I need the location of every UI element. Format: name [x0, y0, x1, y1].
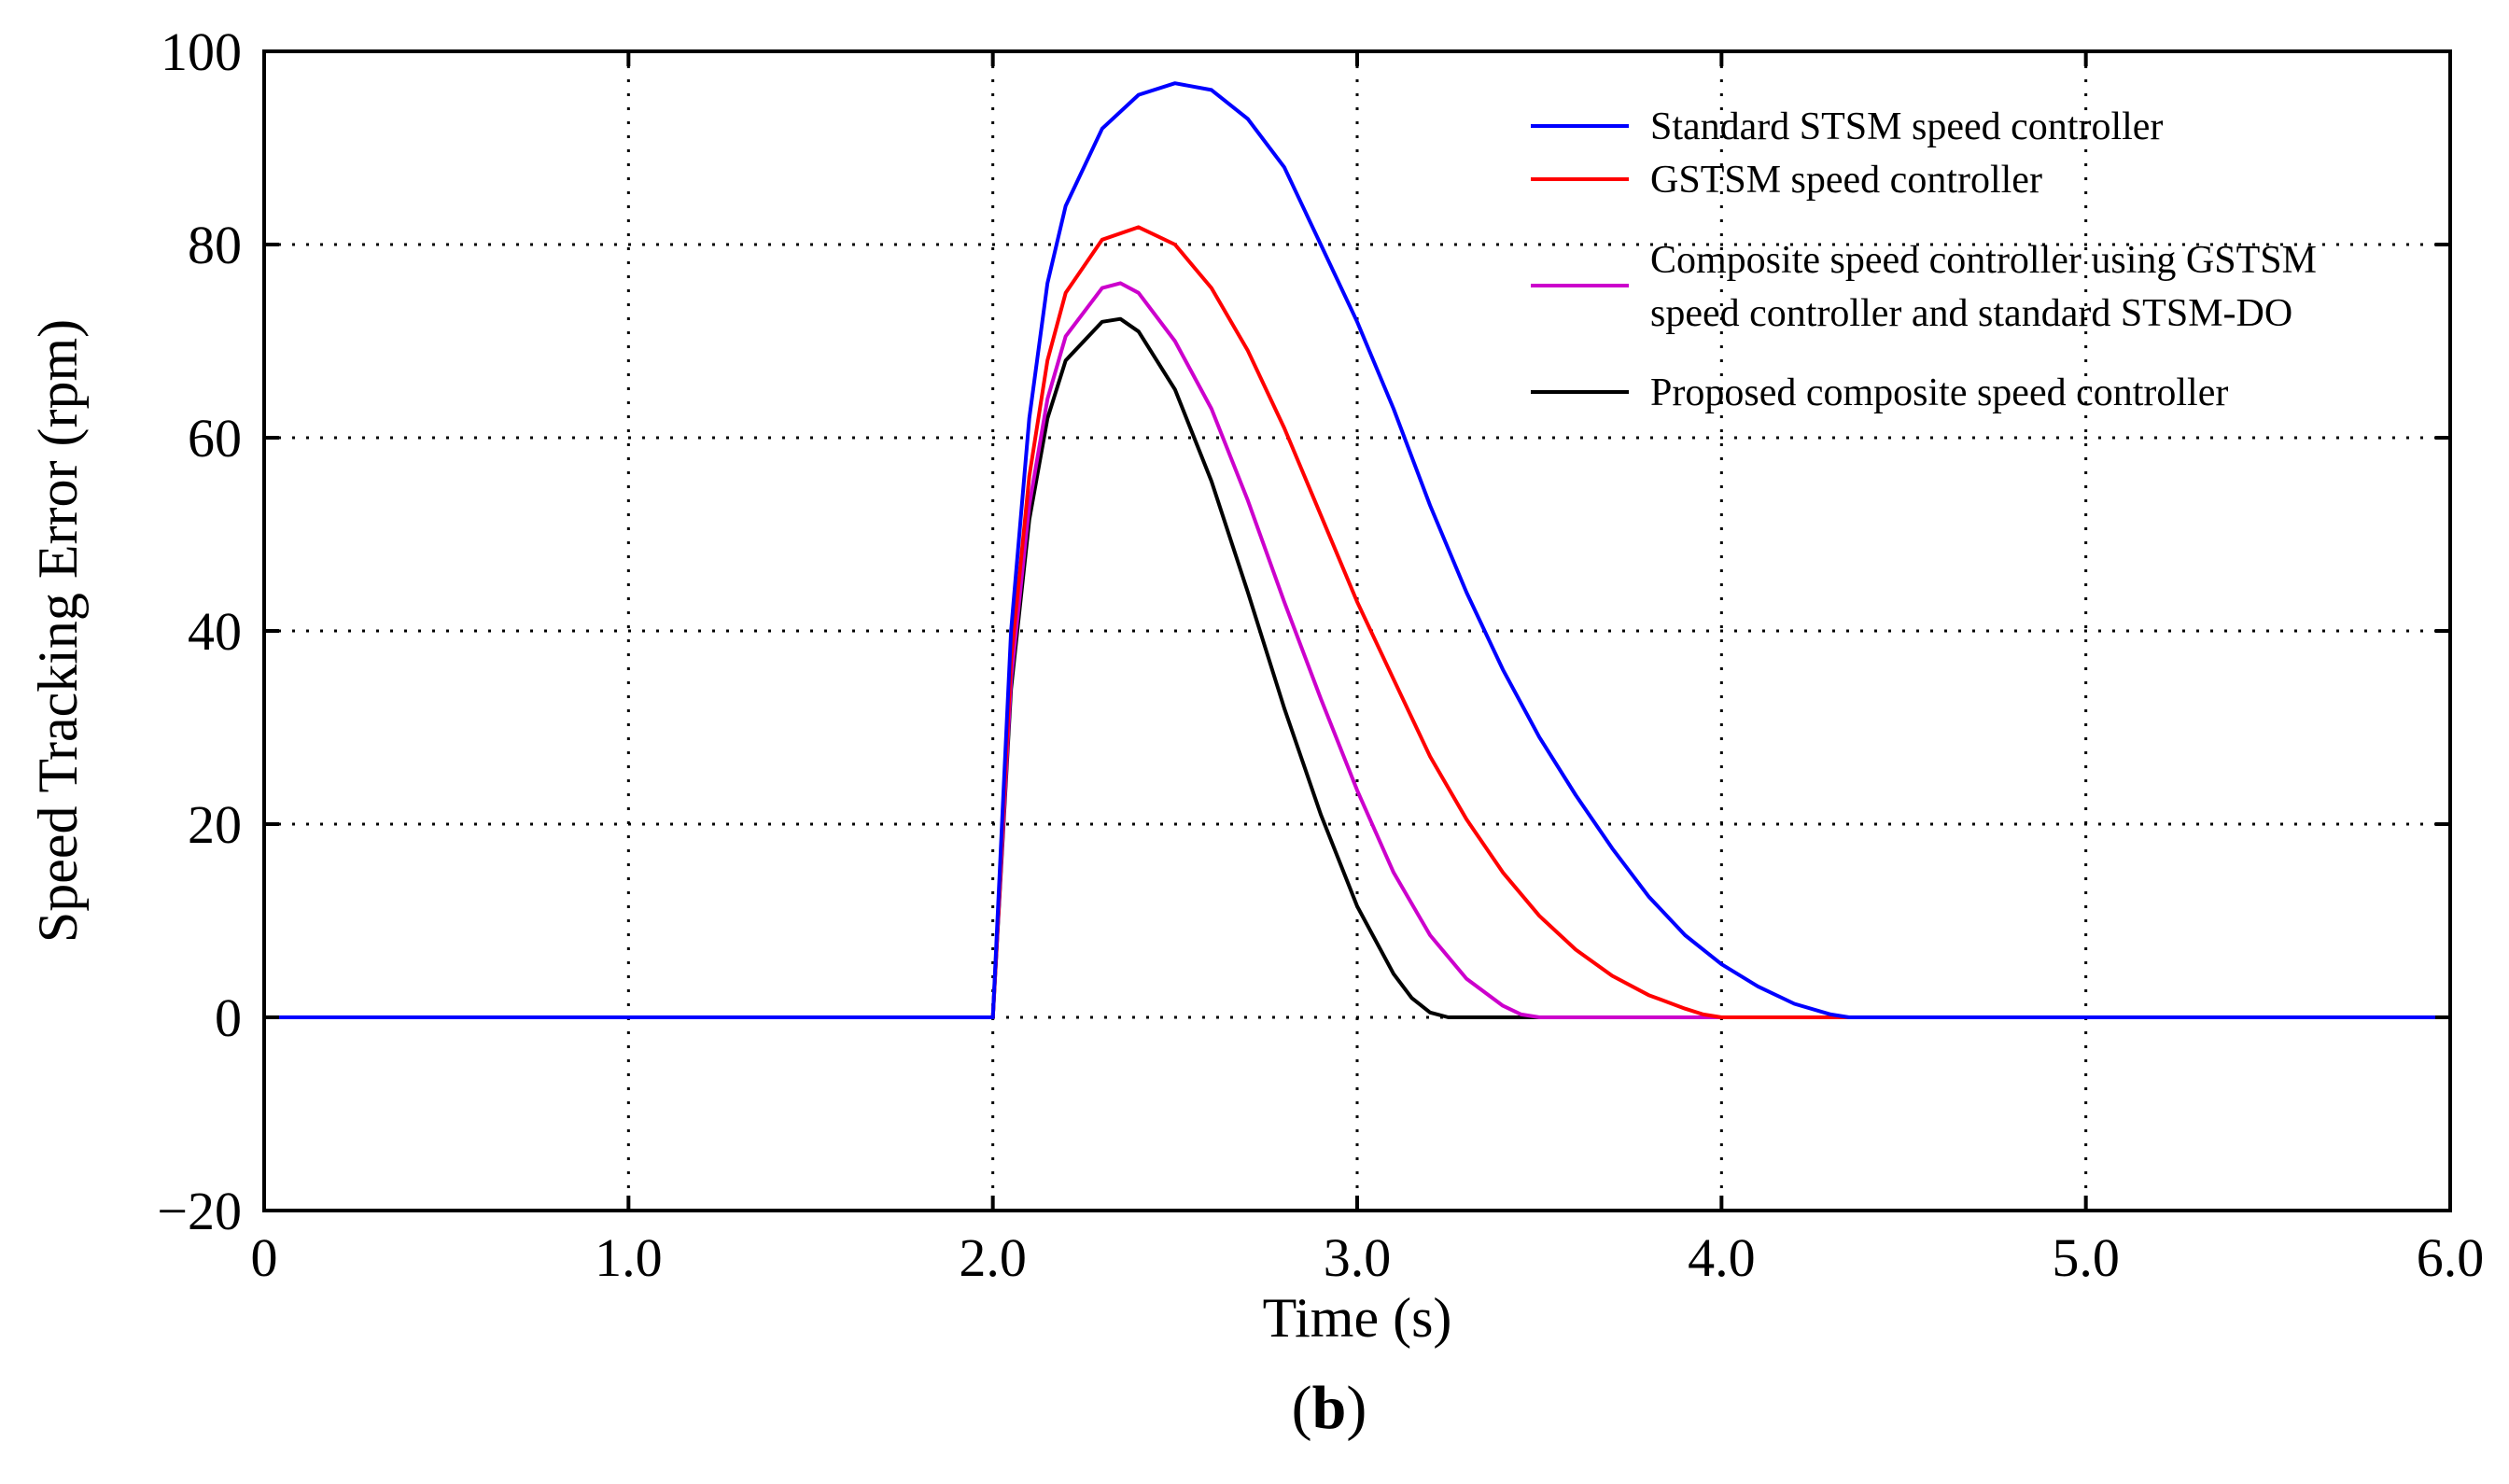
- series-line: [264, 281, 2450, 1019]
- series-line: [264, 316, 2450, 1019]
- y-tick-label: 60: [188, 408, 242, 469]
- y-tick-label: 0: [215, 987, 242, 1048]
- x-tick-label: 3.0: [1324, 1227, 1392, 1288]
- y-tick-label: 20: [188, 794, 242, 855]
- y-tick-label: 100: [161, 21, 242, 82]
- legend: Standard STSM speed controller GSTSM spee…: [1531, 105, 2317, 414]
- x-tick-label: 6.0: [2417, 1227, 2485, 1288]
- y-tick-label: 40: [188, 601, 242, 662]
- panel-label-letter: b: [1312, 1374, 1347, 1442]
- legend-label-line: speed controller and standard STSM-DO: [1650, 292, 2292, 335]
- y-tick-label: 80: [188, 215, 242, 275]
- series-lines: [264, 81, 2450, 1019]
- y-tick-label: −20: [157, 1181, 242, 1241]
- legend-label-line: Composite speed controller using GSTSM: [1650, 239, 2317, 282]
- legend-label: GSTSM speed controller: [1650, 159, 2042, 202]
- x-axis-title: Time (s): [1263, 1287, 1452, 1349]
- y-axis-title: Speed Tracking Error (rpm): [27, 319, 89, 943]
- series-line: [264, 225, 2450, 1019]
- x-tick-label: 5.0: [2052, 1227, 2120, 1288]
- grid-lines: [264, 51, 2450, 1211]
- panel-label: (b): [1292, 1374, 1367, 1442]
- x-tick-label: 4.0: [1688, 1227, 1756, 1288]
- x-tick-label: 0: [251, 1227, 278, 1288]
- axis-ticks: [262, 49, 2452, 1212]
- legend-label: Standard STSM speed controller: [1650, 105, 2163, 148]
- legend-label: Proposed composite speed controller: [1650, 371, 2228, 414]
- x-tick-labels: 0 1.0 2.0 3.0 4.0 5.0 6.0: [251, 1227, 2485, 1288]
- x-tick-label: 1.0: [595, 1227, 663, 1288]
- x-tick-label: 2.0: [959, 1227, 1027, 1288]
- legend-label: Composite speed controller using GSTSM sp…: [1650, 239, 2317, 335]
- y-tick-labels: −20 0 20 40 60 80 100: [157, 21, 242, 1241]
- series-line: [264, 81, 2450, 1019]
